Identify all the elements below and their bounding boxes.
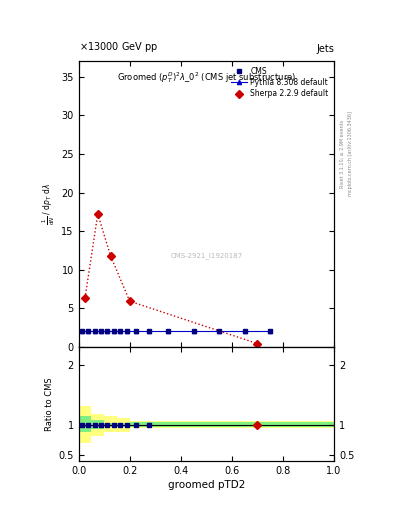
CMS: [79, 328, 84, 334]
CMS: [118, 328, 123, 334]
Sherpa 2.2.9 default: [83, 295, 87, 301]
Text: $\times$13000 GeV pp: $\times$13000 GeV pp: [79, 40, 158, 54]
Pythia 8.308 default: [242, 328, 247, 334]
Pythia 8.308 default: [118, 328, 123, 334]
Legend: CMS, Pythia 8.308 default, Sherpa 2.2.9 default: CMS, Pythia 8.308 default, Sherpa 2.2.9 …: [230, 65, 330, 100]
Sherpa 2.2.9 default: [127, 298, 132, 304]
Text: mcplots.cern.ch [arXiv:1306.3436]: mcplots.cern.ch [arXiv:1306.3436]: [348, 111, 353, 196]
Pythia 8.308 default: [99, 328, 103, 334]
Pythia 8.308 default: [268, 328, 272, 334]
CMS: [191, 328, 196, 334]
CMS: [99, 328, 103, 334]
Pythia 8.308 default: [217, 328, 222, 334]
CMS: [166, 328, 171, 334]
Sherpa 2.2.9 default: [108, 252, 113, 259]
X-axis label: groomed pTD2: groomed pTD2: [168, 480, 245, 490]
Line: Pythia 8.308 default: Pythia 8.308 default: [80, 329, 272, 333]
Pythia 8.308 default: [79, 328, 84, 334]
Text: Rivet 3.1.10, ≥ 2.9M events: Rivet 3.1.10, ≥ 2.9M events: [340, 119, 345, 188]
CMS: [86, 328, 91, 334]
CMS: [124, 328, 129, 334]
CMS: [92, 328, 97, 334]
CMS: [134, 328, 138, 334]
Line: CMS: CMS: [80, 329, 272, 333]
Pythia 8.308 default: [147, 328, 151, 334]
Sherpa 2.2.9 default: [255, 340, 260, 347]
Sherpa 2.2.9 default: [95, 211, 100, 217]
Pythia 8.308 default: [124, 328, 129, 334]
Text: CMS-2921_I1920187: CMS-2921_I1920187: [170, 252, 242, 259]
Pythia 8.308 default: [134, 328, 138, 334]
Line: Sherpa 2.2.9 default: Sherpa 2.2.9 default: [82, 211, 260, 347]
Y-axis label: Ratio to CMS: Ratio to CMS: [45, 377, 54, 431]
Pythia 8.308 default: [86, 328, 91, 334]
Pythia 8.308 default: [166, 328, 171, 334]
CMS: [268, 328, 272, 334]
Y-axis label: $\frac{1}{\mathrm{d}N}$ / $\mathrm{d}p_T$ $\mathrm{d}\lambda$: $\frac{1}{\mathrm{d}N}$ / $\mathrm{d}p_T…: [41, 183, 57, 225]
Pythia 8.308 default: [105, 328, 110, 334]
Text: Jets: Jets: [316, 44, 334, 54]
CMS: [112, 328, 116, 334]
CMS: [105, 328, 110, 334]
Pythia 8.308 default: [92, 328, 97, 334]
Pythia 8.308 default: [191, 328, 196, 334]
CMS: [147, 328, 151, 334]
CMS: [242, 328, 247, 334]
Pythia 8.308 default: [112, 328, 116, 334]
Text: Groomed $(p_T^D)^2\lambda\_0^2$ (CMS jet substructure): Groomed $(p_T^D)^2\lambda\_0^2$ (CMS jet…: [117, 70, 296, 85]
CMS: [217, 328, 222, 334]
